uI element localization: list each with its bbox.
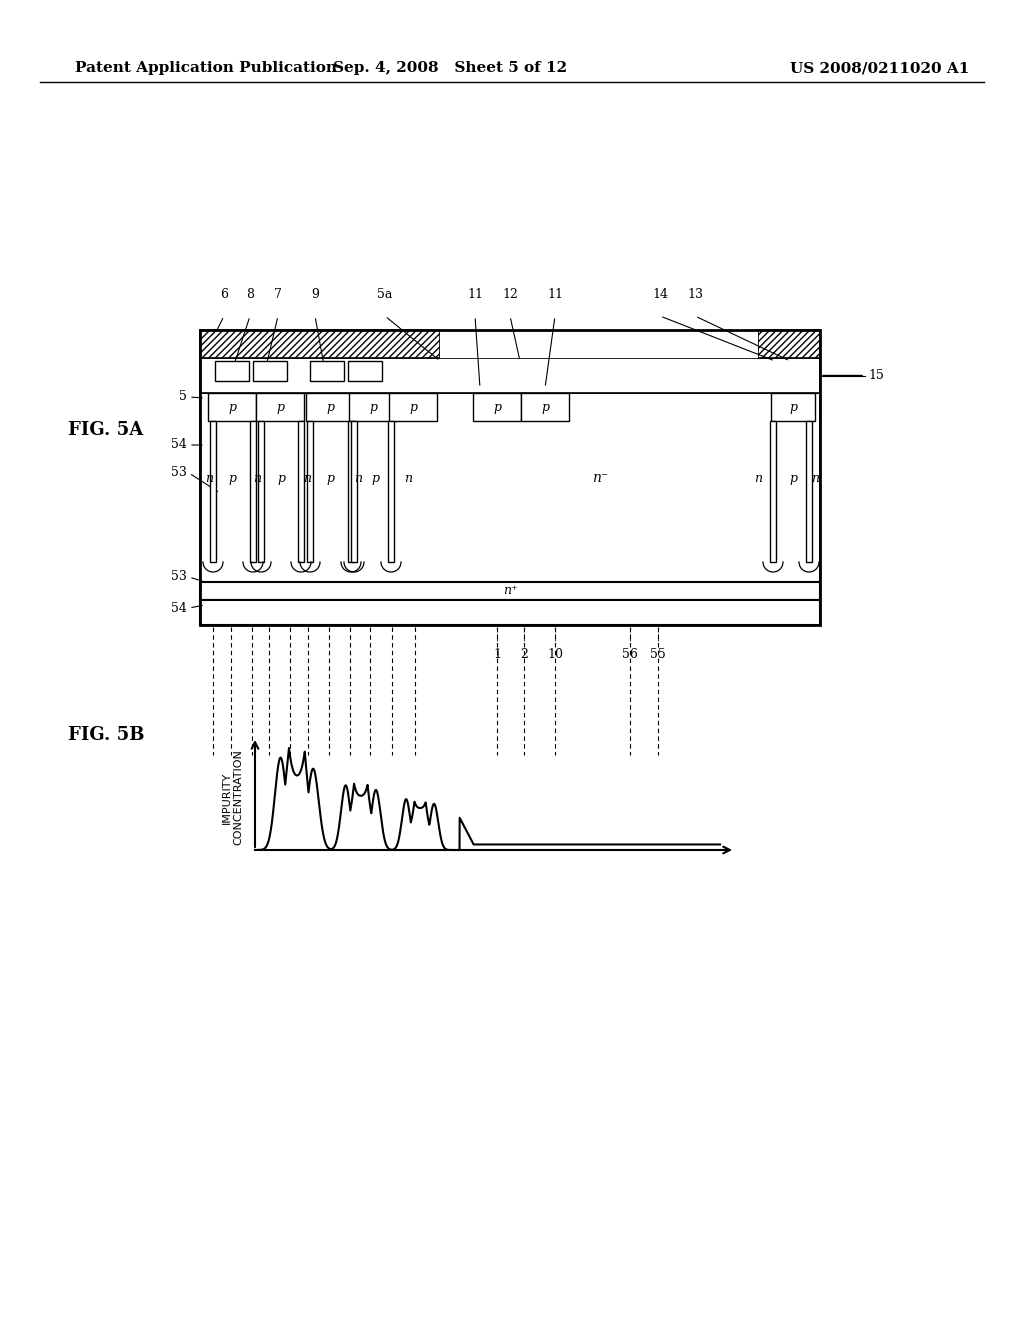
Text: p: p <box>409 400 417 413</box>
Bar <box>200 330 440 358</box>
Text: IMPURITY
CONCENTRATION: IMPURITY CONCENTRATION <box>222 750 244 845</box>
Bar <box>250 421 256 562</box>
Text: 7: 7 <box>274 289 282 301</box>
Text: n⁻: n⁻ <box>592 471 608 484</box>
Text: p: p <box>790 400 797 413</box>
Text: p: p <box>228 400 236 413</box>
Bar <box>771 393 815 421</box>
Text: US 2008/0211020 A1: US 2008/0211020 A1 <box>791 61 970 75</box>
Text: 11: 11 <box>547 289 563 301</box>
Bar <box>253 360 287 381</box>
Text: 55: 55 <box>650 648 666 661</box>
Bar <box>440 330 758 358</box>
Bar <box>253 360 287 381</box>
Text: p: p <box>276 400 284 413</box>
Bar <box>806 421 812 562</box>
Text: n: n <box>354 471 362 484</box>
Text: 6: 6 <box>220 289 228 301</box>
Text: 53: 53 <box>171 570 187 583</box>
Bar <box>758 330 820 358</box>
Text: FIG. 5A: FIG. 5A <box>68 421 143 440</box>
Bar <box>215 360 249 381</box>
Bar <box>200 393 820 582</box>
Bar <box>349 393 397 421</box>
Bar <box>388 421 394 562</box>
Text: p: p <box>541 400 549 413</box>
Bar <box>298 421 304 562</box>
Text: 14: 14 <box>652 289 668 301</box>
Bar <box>210 421 216 562</box>
Bar <box>200 601 820 624</box>
Bar <box>258 421 264 562</box>
Text: 54: 54 <box>171 602 187 615</box>
Bar <box>306 393 354 421</box>
Text: 8: 8 <box>246 289 254 301</box>
Text: 56: 56 <box>622 648 638 661</box>
Text: p: p <box>369 400 377 413</box>
Text: 5: 5 <box>179 391 187 404</box>
Text: p: p <box>326 400 334 413</box>
Bar <box>200 601 820 624</box>
Text: 9: 9 <box>311 289 318 301</box>
Text: 15: 15 <box>868 370 884 381</box>
Text: p: p <box>228 471 236 484</box>
Bar <box>521 393 569 421</box>
Text: 12: 12 <box>502 289 518 301</box>
Bar <box>351 421 357 562</box>
Text: Sep. 4, 2008   Sheet 5 of 12: Sep. 4, 2008 Sheet 5 of 12 <box>333 61 567 75</box>
Text: p: p <box>790 471 797 484</box>
Text: Patent Application Publication: Patent Application Publication <box>75 61 337 75</box>
Text: n: n <box>205 471 213 484</box>
Text: FIG. 5B: FIG. 5B <box>68 726 144 744</box>
Bar <box>348 421 354 562</box>
Bar <box>389 393 437 421</box>
Bar <box>200 330 440 358</box>
Bar <box>215 360 249 381</box>
Text: n: n <box>811 471 819 484</box>
Text: 5a: 5a <box>377 289 392 301</box>
Bar <box>758 330 820 358</box>
Bar <box>473 393 521 421</box>
Text: n: n <box>303 471 311 484</box>
Bar <box>200 330 820 624</box>
Bar <box>200 358 820 393</box>
Text: 53: 53 <box>171 466 187 479</box>
Text: p: p <box>278 471 285 484</box>
Bar <box>256 393 304 421</box>
Bar <box>348 360 382 381</box>
Bar <box>348 360 382 381</box>
Bar <box>770 421 776 562</box>
Text: 2: 2 <box>520 648 528 661</box>
Text: n: n <box>253 471 261 484</box>
Text: p: p <box>371 471 379 484</box>
Text: 54: 54 <box>171 438 187 451</box>
Bar <box>310 360 344 381</box>
Text: 1: 1 <box>493 648 501 661</box>
Bar <box>307 421 313 562</box>
Bar <box>200 582 820 601</box>
Text: 10: 10 <box>547 648 563 661</box>
Text: n: n <box>754 471 762 484</box>
Text: p: p <box>326 471 334 484</box>
Text: 11: 11 <box>467 289 483 301</box>
Text: n⁺: n⁺ <box>503 585 517 598</box>
Text: 13: 13 <box>687 289 703 301</box>
Text: n: n <box>404 471 412 484</box>
Bar <box>208 393 256 421</box>
Text: p: p <box>493 400 501 413</box>
Bar <box>310 360 344 381</box>
